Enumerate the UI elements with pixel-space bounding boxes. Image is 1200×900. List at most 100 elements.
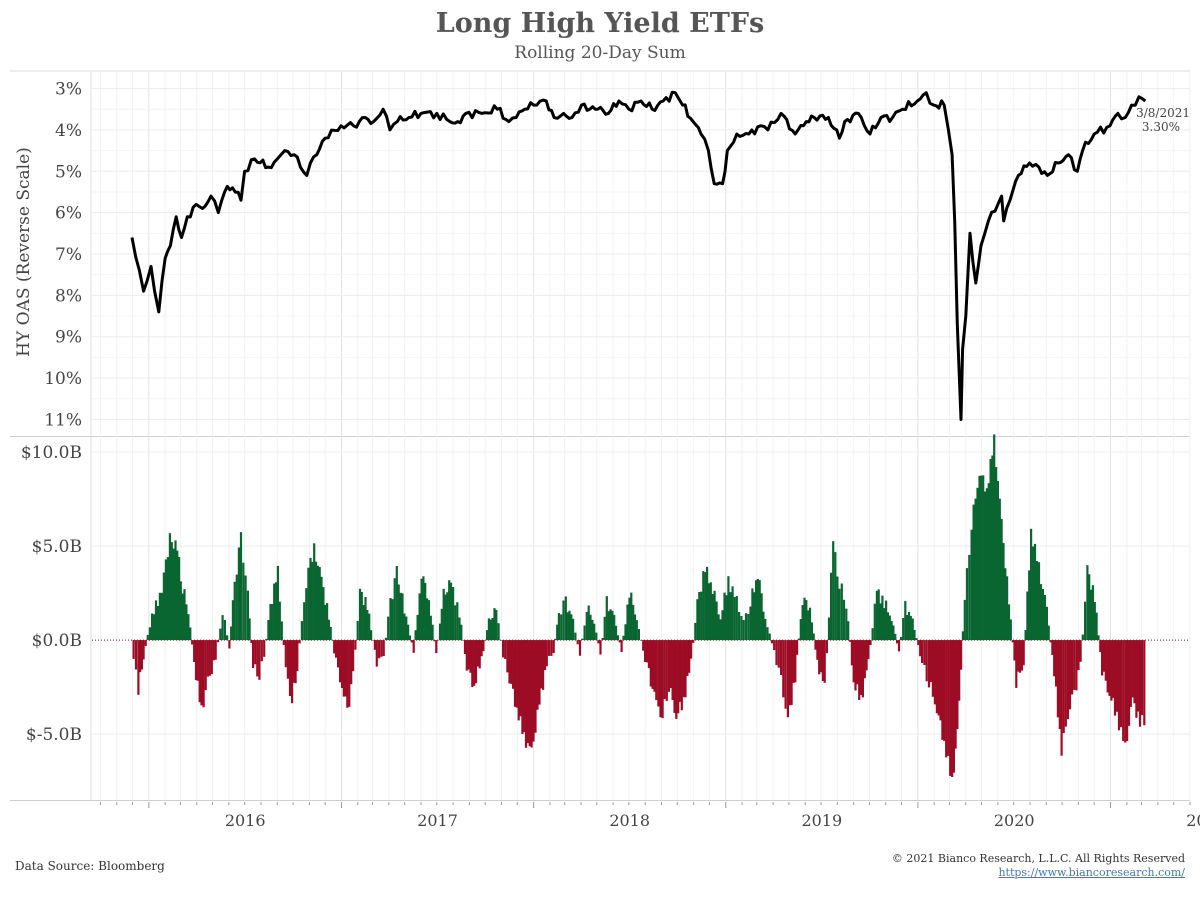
flow-bar — [508, 640, 511, 684]
flow-bar — [919, 640, 922, 657]
flow-bar — [784, 640, 787, 709]
flow-bar — [883, 608, 886, 641]
flow-bar — [688, 640, 691, 673]
flow-bar — [314, 561, 318, 641]
flow-bar — [881, 595, 884, 641]
flow-bar — [176, 550, 179, 641]
flow-bar — [1115, 640, 1118, 712]
flow-bar — [263, 640, 266, 657]
flow-bar — [178, 557, 181, 641]
flow-bar — [892, 625, 895, 641]
x-tick-label: 2021 — [1186, 811, 1200, 830]
flow-bar — [160, 592, 163, 641]
flow-bar — [414, 630, 417, 641]
flow-bar — [550, 640, 553, 656]
flow-bar — [422, 576, 425, 641]
flow-bar — [885, 600, 888, 641]
flow-bar — [368, 613, 371, 641]
flow-bar — [540, 640, 543, 689]
flow-bar — [1110, 640, 1113, 701]
flow-bar — [613, 614, 616, 641]
flow-bar — [358, 588, 362, 641]
website-link[interactable]: https://www.biancoresearch.com/ — [998, 866, 1185, 879]
flow-bar — [931, 640, 934, 697]
flow-bar — [132, 640, 135, 659]
flow-bar — [947, 640, 950, 756]
flow-bar — [628, 597, 631, 641]
flow-bar — [686, 640, 689, 676]
flow-bar — [897, 640, 901, 652]
flow-bar — [467, 640, 470, 670]
flow-bar — [291, 640, 294, 704]
flow-bar — [444, 594, 447, 641]
flow-bar — [181, 593, 184, 641]
flow-bar — [867, 640, 870, 660]
flow-bar — [495, 609, 498, 641]
flow-bar — [1049, 640, 1052, 643]
flow-bar — [585, 611, 588, 641]
flow-bar — [284, 640, 287, 668]
flow-bars — [132, 434, 1146, 777]
flow-bar — [854, 640, 857, 691]
flow-bar — [341, 640, 344, 688]
flow-y-tick-label: $5.0B — [32, 537, 82, 557]
flow-bar — [254, 640, 257, 665]
flow-bar — [233, 581, 236, 641]
flow-bar — [1060, 640, 1063, 756]
flow-bar — [792, 640, 795, 683]
flow-bar — [196, 640, 199, 681]
flow-bar — [389, 598, 392, 641]
flow-bar — [923, 640, 926, 665]
flow-bar — [1053, 640, 1056, 677]
flow-bar — [204, 640, 207, 691]
flow-bar — [909, 615, 912, 641]
flow-bar — [904, 601, 907, 641]
flow-bar — [985, 488, 988, 641]
flow-bar — [677, 640, 680, 714]
flow-bar — [166, 557, 169, 641]
flow-bar — [480, 640, 483, 657]
flow-bar — [373, 640, 376, 650]
flow-bar — [320, 576, 323, 641]
flow-bar — [1045, 606, 1048, 641]
flow-bar — [673, 640, 676, 713]
flow-bar — [420, 578, 423, 641]
flow-bar — [482, 640, 485, 652]
flow-bar — [298, 640, 301, 644]
flow-bar — [435, 640, 438, 654]
flow-bar — [274, 582, 278, 641]
flow-bar — [460, 624, 463, 641]
flow-bar — [850, 640, 853, 666]
flow-bar — [888, 615, 891, 641]
flow-bar — [440, 608, 443, 641]
flow-bar — [747, 614, 750, 641]
flow-bar — [906, 615, 909, 641]
flow-bar — [134, 640, 138, 670]
flow-bar — [900, 636, 903, 641]
flow-bar — [497, 623, 500, 641]
flow-bar — [552, 640, 555, 653]
flow-bar — [727, 576, 730, 641]
flow-bar — [812, 633, 815, 641]
chart-subtitle: Rolling 20-Day Sum — [514, 43, 686, 63]
flow-bar — [865, 640, 868, 671]
flow-bar — [929, 640, 932, 682]
flow-bar — [595, 632, 598, 641]
flow-bar — [532, 640, 535, 742]
flow-bar — [408, 635, 412, 641]
flow-bar — [661, 640, 664, 719]
flow-bar — [1071, 640, 1074, 695]
flow-bar — [807, 610, 810, 641]
flow-bar — [162, 572, 165, 641]
flow-bar — [1051, 640, 1054, 655]
flow-bar — [478, 640, 481, 669]
flow-bar — [144, 640, 147, 646]
flow-bar — [1020, 640, 1023, 671]
flow-bar — [449, 582, 453, 641]
flow-bar — [593, 623, 596, 641]
flow-bar — [626, 604, 629, 641]
flow-bar — [721, 610, 724, 641]
flow-bar — [861, 640, 864, 698]
flow-bar — [684, 640, 687, 698]
flow-bar — [487, 618, 490, 641]
